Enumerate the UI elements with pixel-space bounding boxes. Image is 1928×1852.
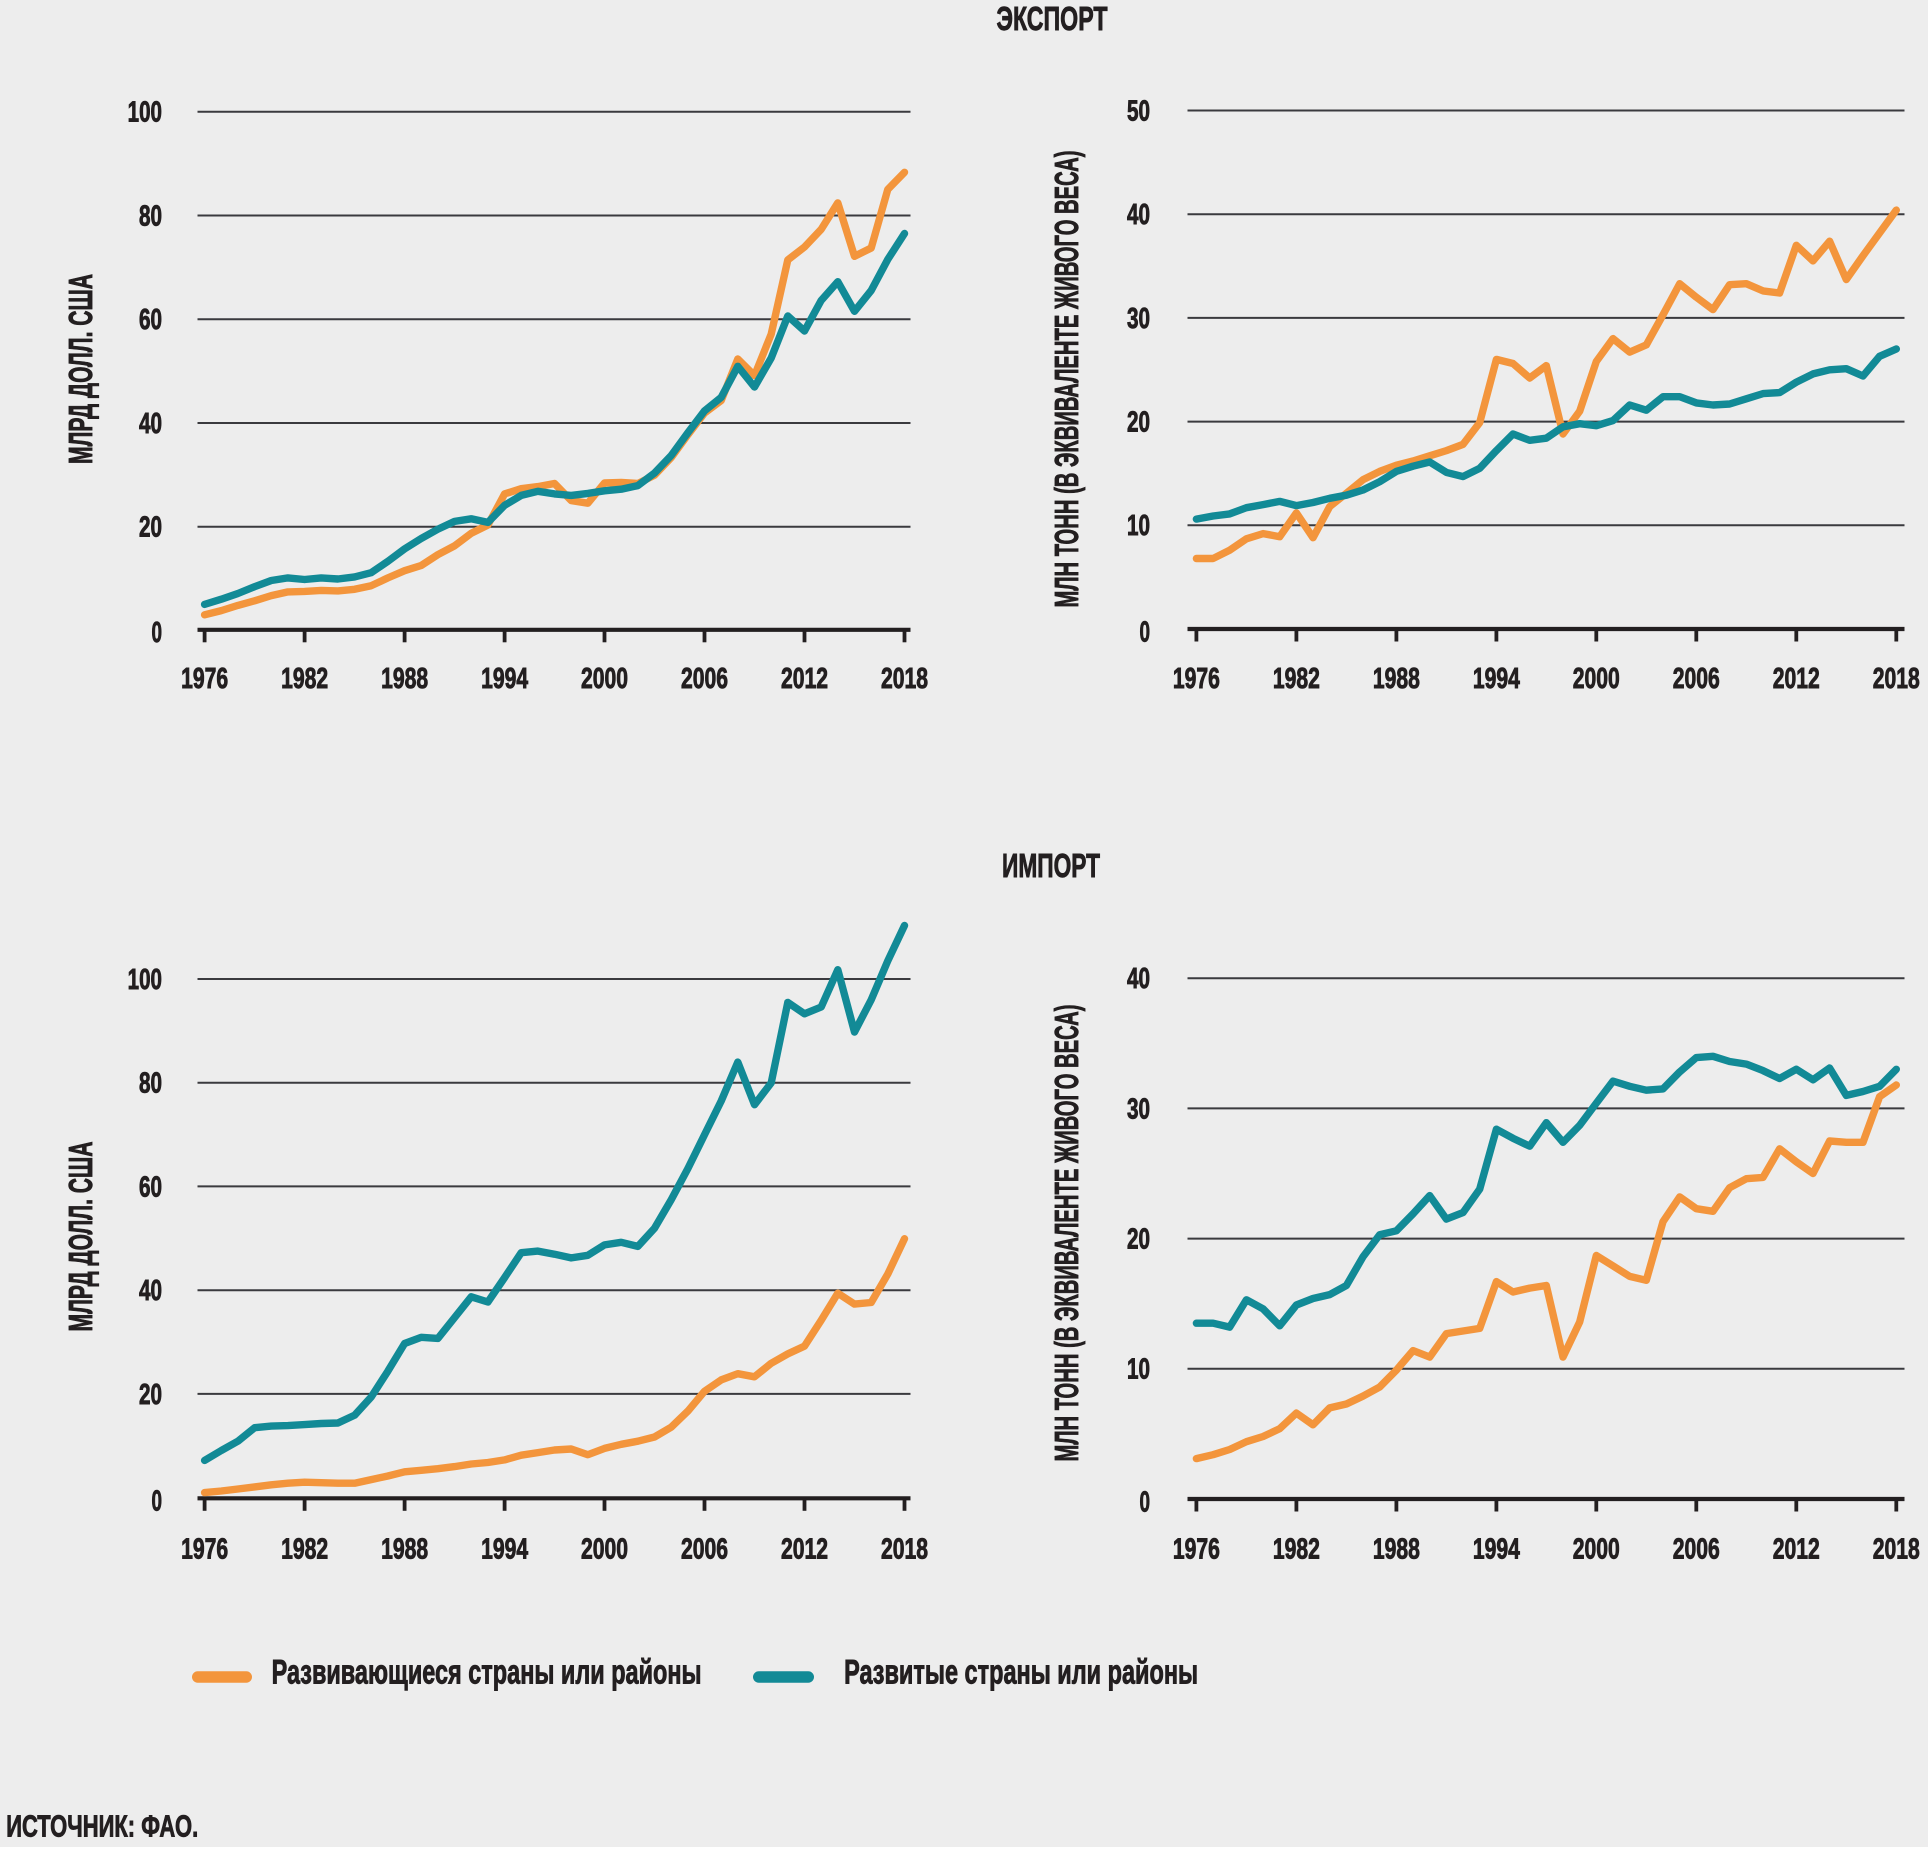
svg-text:2012: 2012 <box>781 1534 828 1566</box>
svg-text:1988: 1988 <box>381 663 428 695</box>
svg-text:0: 0 <box>152 1486 163 1518</box>
svg-text:40: 40 <box>139 1275 162 1307</box>
svg-text:2000: 2000 <box>1573 663 1620 695</box>
svg-text:1976: 1976 <box>181 663 228 695</box>
svg-text:2012: 2012 <box>781 663 828 695</box>
svg-text:10: 10 <box>1127 510 1150 542</box>
svg-text:2012: 2012 <box>1773 1534 1820 1566</box>
svg-text:2006: 2006 <box>681 1534 728 1566</box>
svg-text:2012: 2012 <box>1773 663 1820 695</box>
svg-text:80: 80 <box>139 1068 162 1100</box>
svg-text:40: 40 <box>1127 963 1150 995</box>
svg-text:30: 30 <box>1127 303 1150 335</box>
svg-text:60: 60 <box>139 1171 162 1203</box>
svg-text:1988: 1988 <box>381 1534 428 1566</box>
svg-text:1976: 1976 <box>181 1534 228 1566</box>
svg-text:30: 30 <box>1127 1093 1150 1125</box>
svg-text:ИМПОРТ: ИМПОРТ <box>1002 848 1100 885</box>
svg-text:60: 60 <box>139 304 162 336</box>
svg-text:2000: 2000 <box>581 1534 628 1566</box>
svg-text:0: 0 <box>1140 616 1151 648</box>
svg-text:100: 100 <box>128 97 162 129</box>
svg-text:Развитые страны или районы: Развитые страны или районы <box>844 1653 1198 1691</box>
svg-text:ИСТОЧНИК: ФАО.: ИСТОЧНИК: ФАО. <box>6 1810 198 1844</box>
svg-text:0: 0 <box>1140 1486 1151 1518</box>
svg-text:1976: 1976 <box>1173 663 1220 695</box>
svg-text:1994: 1994 <box>481 663 528 695</box>
svg-text:1976: 1976 <box>1173 1534 1220 1566</box>
svg-text:1982: 1982 <box>1273 1534 1320 1566</box>
svg-text:2018: 2018 <box>1873 1534 1920 1566</box>
svg-text:1988: 1988 <box>1373 1534 1420 1566</box>
svg-text:2000: 2000 <box>1573 1534 1620 1566</box>
svg-text:50: 50 <box>1127 95 1150 127</box>
svg-text:2006: 2006 <box>1673 663 1720 695</box>
svg-text:40: 40 <box>1127 199 1150 231</box>
svg-text:1982: 1982 <box>281 1534 328 1566</box>
svg-text:20: 20 <box>1127 1224 1150 1256</box>
svg-text:МЛРД ДОЛЛ. США: МЛРД ДОЛЛ. США <box>63 274 100 464</box>
svg-text:1988: 1988 <box>1373 663 1420 695</box>
svg-text:1994: 1994 <box>481 1534 528 1566</box>
svg-text:2006: 2006 <box>1673 1534 1720 1566</box>
svg-text:1994: 1994 <box>1473 1534 1520 1566</box>
svg-text:20: 20 <box>139 512 162 544</box>
svg-text:МЛН ТОНН (В ЭКВИВАЛЕНТЕ ЖИВОГО: МЛН ТОНН (В ЭКВИВАЛЕНТЕ ЖИВОГО ВЕСА) <box>1049 1005 1086 1462</box>
svg-text:80: 80 <box>139 200 162 232</box>
svg-text:100: 100 <box>128 964 162 996</box>
svg-text:40: 40 <box>139 408 162 440</box>
svg-text:2000: 2000 <box>581 663 628 695</box>
svg-text:1982: 1982 <box>281 663 328 695</box>
svg-text:20: 20 <box>1127 407 1150 439</box>
svg-text:Развивающиеся страны или район: Развивающиеся страны или районы <box>272 1653 702 1691</box>
svg-text:1982: 1982 <box>1273 663 1320 695</box>
svg-text:1994: 1994 <box>1473 663 1520 695</box>
svg-text:МЛН ТОНН (В ЭКВИВАЛЕНТЕ ЖИВОГО: МЛН ТОНН (В ЭКВИВАЛЕНТЕ ЖИВОГО ВЕСА) <box>1049 151 1086 608</box>
svg-text:2006: 2006 <box>681 663 728 695</box>
svg-text:2018: 2018 <box>1873 663 1920 695</box>
svg-text:ЭКСПОРТ: ЭКСПОРТ <box>997 1 1108 38</box>
svg-text:2018: 2018 <box>881 1534 928 1566</box>
svg-text:10: 10 <box>1127 1354 1150 1386</box>
svg-text:0: 0 <box>152 617 163 649</box>
svg-text:2018: 2018 <box>881 663 928 695</box>
svg-text:20: 20 <box>139 1379 162 1411</box>
svg-text:МЛРД ДОЛЛ. США: МЛРД ДОЛЛ. США <box>63 1142 100 1332</box>
